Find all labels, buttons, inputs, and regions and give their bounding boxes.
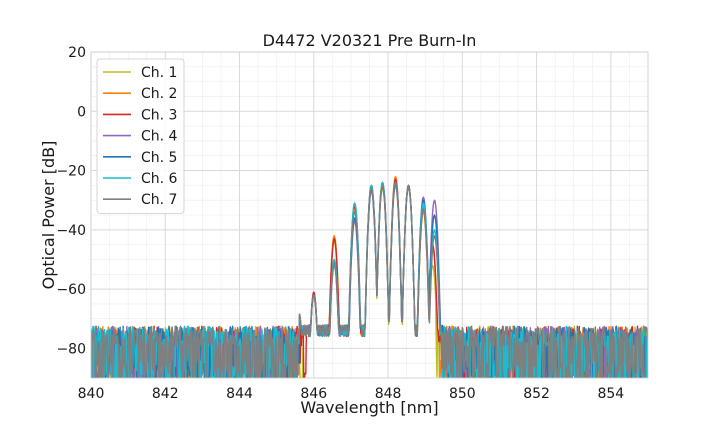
- x-tick-label: 852: [523, 386, 550, 402]
- minor-grid: [91, 52, 649, 379]
- y-tick-label: −40: [56, 223, 86, 239]
- legend-label: Ch. 2: [141, 86, 177, 102]
- y-tick-label: 20: [68, 45, 86, 61]
- legend-label: Ch. 7: [141, 192, 177, 208]
- legend-label: Ch. 5: [141, 150, 177, 166]
- y-tick-label: −80: [56, 341, 86, 357]
- legend-box: [96, 58, 185, 214]
- x-tick-label: 850: [449, 386, 476, 402]
- x-tick-labels: 840 842 844 846 848 850 852 854: [78, 386, 625, 402]
- legend: Ch. 1 Ch. 2 Ch. 3 Ch. 4 Ch. 5 Ch. 6 Ch. 7: [96, 58, 185, 214]
- x-tick-label: 848: [375, 386, 402, 402]
- legend-label: Ch. 4: [141, 129, 178, 145]
- legend-label: Ch. 3: [141, 107, 177, 123]
- x-tick-label: 842: [152, 386, 179, 402]
- series-line-ch-7: [91, 181, 648, 378]
- y-tick-labels: −80 −60 −40 −20 0 20: [56, 45, 86, 357]
- y-axis-label: Optical Power [dB]: [39, 141, 58, 290]
- y-tick-label: −60: [56, 282, 86, 298]
- legend-label: Ch. 1: [141, 65, 177, 81]
- y-tick-label: 0: [77, 104, 86, 120]
- y-tick-label: −20: [56, 164, 86, 180]
- legend-label: Ch. 6: [141, 171, 178, 187]
- x-tick-label: 846: [300, 386, 327, 402]
- x-tick-label: 854: [597, 386, 624, 402]
- chart-title: D4472 V20321 Pre Burn-In: [263, 31, 477, 50]
- series-layer: [91, 175, 648, 378]
- plot-frame: [90, 51, 649, 379]
- x-tick-label: 844: [226, 386, 253, 402]
- x-tick-label: 840: [78, 386, 105, 402]
- x-axis-label: Wavelength [nm]: [300, 398, 438, 417]
